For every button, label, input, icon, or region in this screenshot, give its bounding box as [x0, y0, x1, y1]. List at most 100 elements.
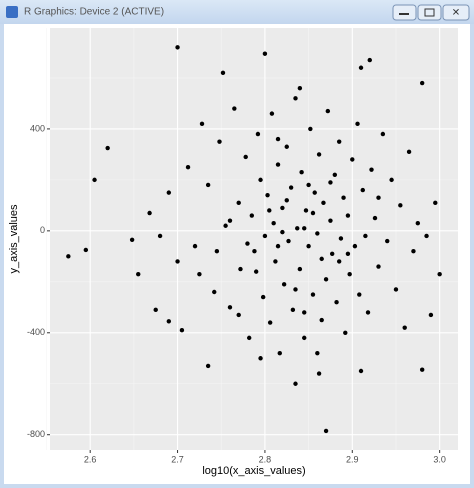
point [238, 266, 243, 272]
point [288, 185, 294, 190]
point [258, 177, 263, 183]
point [249, 213, 255, 218]
point [175, 45, 180, 50]
point [310, 292, 316, 297]
y-tick-label: 0 [40, 225, 45, 235]
point [223, 223, 228, 228]
point [243, 154, 248, 160]
point [217, 139, 222, 144]
point [66, 254, 71, 259]
point [227, 218, 233, 223]
point [389, 177, 394, 183]
x-axis-title: log10(x_axis_values) [202, 465, 305, 477]
point [129, 237, 135, 242]
point [376, 264, 381, 269]
point [92, 177, 97, 183]
point [290, 307, 296, 313]
point [380, 131, 386, 137]
point [360, 187, 365, 193]
y-tick-label: -800 [27, 429, 45, 439]
y-tick-label: 400 [30, 123, 45, 133]
close-button[interactable] [442, 4, 470, 21]
point [205, 182, 211, 188]
point [262, 51, 268, 56]
point [275, 136, 281, 142]
point [293, 96, 298, 101]
point [321, 200, 326, 206]
point [153, 307, 158, 313]
point [293, 287, 298, 292]
panel [50, 28, 458, 450]
point [328, 180, 333, 185]
point [367, 57, 372, 63]
point [372, 215, 378, 221]
point [267, 208, 272, 213]
point [166, 190, 172, 195]
point [236, 200, 241, 206]
point [419, 367, 425, 372]
point [406, 149, 412, 155]
point [329, 251, 335, 256]
point [343, 330, 348, 335]
point [175, 259, 180, 264]
point [258, 356, 263, 361]
point [147, 210, 152, 216]
point [336, 139, 342, 144]
point [303, 208, 309, 213]
x-tick-label: 2.7 [171, 454, 184, 464]
maximize-glyph [424, 8, 435, 17]
point [341, 195, 346, 200]
point [205, 363, 211, 369]
point [338, 236, 344, 241]
point [328, 218, 333, 223]
x-tick-label: 2.9 [346, 454, 359, 464]
point [306, 243, 311, 249]
window-title: R Graphics: Device 2 (ACTIVE) [24, 7, 164, 18]
point [245, 241, 250, 246]
point [260, 294, 266, 300]
point [319, 317, 324, 323]
point [286, 238, 291, 244]
point [275, 243, 281, 249]
point [419, 80, 425, 86]
maximize-button[interactable] [417, 4, 442, 21]
point [316, 152, 322, 157]
point [332, 172, 338, 177]
point [293, 381, 298, 386]
point [365, 310, 371, 315]
point [227, 305, 233, 310]
x-tick-label: 3.0 [433, 454, 446, 464]
point [428, 312, 434, 318]
point [277, 350, 282, 356]
point [199, 121, 205, 127]
minimize-button[interactable] [392, 4, 417, 21]
point [214, 249, 220, 254]
point [393, 287, 399, 292]
point [369, 167, 374, 172]
point [308, 126, 313, 132]
point [275, 162, 281, 167]
point [185, 164, 191, 170]
y-axis-title: y_axis_values [8, 204, 20, 274]
point [433, 200, 438, 206]
point [358, 368, 364, 374]
point [281, 282, 287, 287]
point [252, 249, 257, 254]
point [265, 192, 270, 198]
point [323, 428, 329, 434]
point [385, 238, 390, 244]
point [334, 299, 339, 305]
point [355, 121, 360, 127]
point [315, 350, 320, 356]
point [323, 277, 329, 282]
point [312, 190, 317, 195]
point [302, 226, 307, 231]
point [350, 157, 355, 162]
point [345, 213, 351, 218]
point [424, 233, 429, 239]
point [295, 226, 300, 231]
app-icon [6, 6, 18, 18]
point [415, 221, 421, 226]
